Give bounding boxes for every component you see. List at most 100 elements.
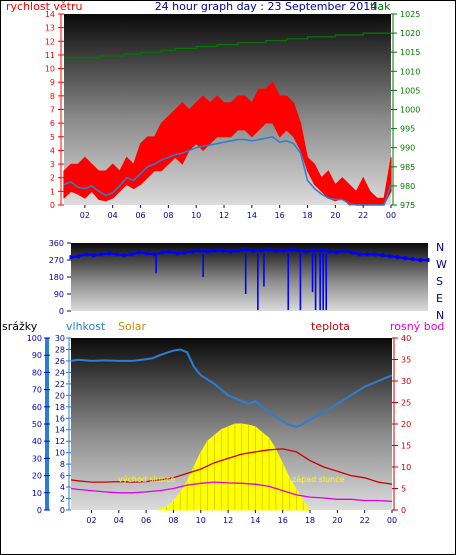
time-tick-label: 04 (114, 516, 124, 525)
solar-area (156, 423, 312, 511)
sunrise-label: východ slunce (118, 475, 175, 484)
time-tick-label: 10 (191, 211, 201, 220)
time-tick-label: 16 (278, 516, 288, 525)
humidity-tick-label: 0 (60, 506, 65, 515)
temperature-label: teplota (311, 320, 350, 333)
wind-direction-point (69, 255, 73, 260)
rain-label: srážky (2, 320, 38, 333)
pressure-tick-label: 1025 (400, 10, 420, 19)
wind-direction-point (107, 251, 111, 256)
rain-tick-label: 10 (32, 489, 42, 498)
time-tick-label: 12 (219, 211, 229, 220)
wind-direction-point (191, 249, 195, 254)
wind-direction-point (289, 247, 293, 252)
wind-tick-label: 7 (50, 106, 55, 115)
wind-direction-point (160, 250, 164, 255)
pressure-tick-label: 985 (400, 163, 415, 172)
temperature-tick-label: 20 (401, 420, 411, 429)
humidity-tick-label: 14 (55, 426, 65, 435)
time-tick-label: 02 (80, 211, 90, 220)
direction-tick-label: 270 (49, 256, 64, 265)
time-tick-label: 20 (332, 516, 342, 525)
pressure-line (64, 32, 391, 59)
wind-direction-point (365, 252, 369, 257)
wind-direction-point (358, 252, 362, 257)
pressure-tick-label: 1005 (400, 86, 420, 95)
direction-tick-label: 0 (59, 307, 64, 316)
wind-direction-point (373, 252, 377, 257)
wind-direction-point (198, 248, 202, 253)
time-tick-label: 10 (196, 516, 206, 525)
temperature-tick-label: 35 (401, 356, 411, 365)
wind-direction-point (206, 249, 210, 254)
compass-e-label: E (436, 292, 443, 305)
temperature-tick-label: 15 (401, 442, 411, 451)
direction-tick-label: 180 (49, 273, 64, 282)
rain-tick-label: 70 (32, 386, 42, 395)
wind-direction-point (137, 250, 141, 255)
humidity-tick-label: 10 (55, 449, 65, 458)
wind-tick-label: 14 (45, 10, 55, 19)
humidity-tick-label: 24 (55, 368, 65, 377)
direction-tick-label: 90 (54, 290, 64, 299)
time-tick-label: 14 (250, 516, 260, 525)
wind-tick-label: 12 (45, 37, 55, 46)
pressure-tick-label: 990 (400, 144, 415, 153)
wind-direction-point (396, 255, 400, 260)
wind-tick-label: 1 (50, 187, 55, 196)
wind-direction-point (418, 258, 422, 262)
wind-tick-label: 0 (50, 201, 55, 210)
temperature-tick-label: 10 (401, 463, 411, 472)
pressure-tick-label: 975 (400, 201, 415, 210)
chart-title: 24 hour graph day : 23 September 2014 (155, 0, 378, 13)
wind-direction-point (342, 248, 346, 253)
temperature-line (70, 448, 393, 485)
time-tick-label: 18 (302, 211, 312, 220)
time-tick-label: 08 (163, 211, 173, 220)
temperature-tick-label: 5 (401, 485, 406, 494)
wind-direction-point (168, 249, 172, 254)
humidity-tick-label: 8 (60, 460, 65, 469)
wind-direction-point (350, 250, 354, 255)
wind-tick-label: 4 (50, 146, 55, 155)
time-tick-label: 04 (108, 211, 118, 220)
time-tick-label: 06 (135, 211, 145, 220)
wind-tick-label: 10 (45, 65, 55, 74)
wind-direction-point (274, 248, 278, 253)
pressure-tick-label: 1015 (400, 48, 420, 57)
wind-direction-point (320, 248, 324, 253)
time-tick-label: 22 (360, 516, 370, 525)
wind-direction-point (388, 254, 392, 259)
humidity-tick-label: 4 (60, 483, 65, 492)
rain-tick-label: 40 (32, 437, 42, 446)
humidity-tick-label: 20 (55, 391, 65, 400)
rain-tick-label: 0 (37, 506, 42, 515)
wind-direction-point (266, 247, 270, 252)
pressure-tick-label: 1000 (400, 106, 420, 115)
rain-tick-label: 20 (32, 472, 42, 481)
wind-direction-point (236, 248, 240, 253)
humidity-tick-label: 6 (60, 472, 65, 481)
rain-tick-label: 50 (32, 420, 42, 429)
temperature-tick-label: 30 (401, 377, 411, 386)
humidity-tick-label: 16 (55, 414, 65, 423)
humidity-tick-label: 18 (55, 403, 65, 412)
direction-tick-label: 360 (49, 239, 64, 248)
wind-direction-point (92, 253, 96, 258)
wind-direction-point (411, 257, 415, 262)
wind-average-line (63, 136, 392, 206)
wind-tick-label: 11 (45, 51, 55, 60)
wind-direction-point (122, 253, 126, 258)
wind-direction-point (244, 247, 248, 252)
rain-tick-label: 100 (27, 334, 42, 343)
wind-direction-point (312, 248, 316, 253)
rain-tick-label: 80 (32, 368, 42, 377)
humidity-label: vlhkost (66, 320, 106, 333)
time-tick-label: 00 (386, 211, 396, 220)
sunset-label: západ slunce (292, 475, 345, 484)
wind-direction-point (213, 248, 217, 253)
